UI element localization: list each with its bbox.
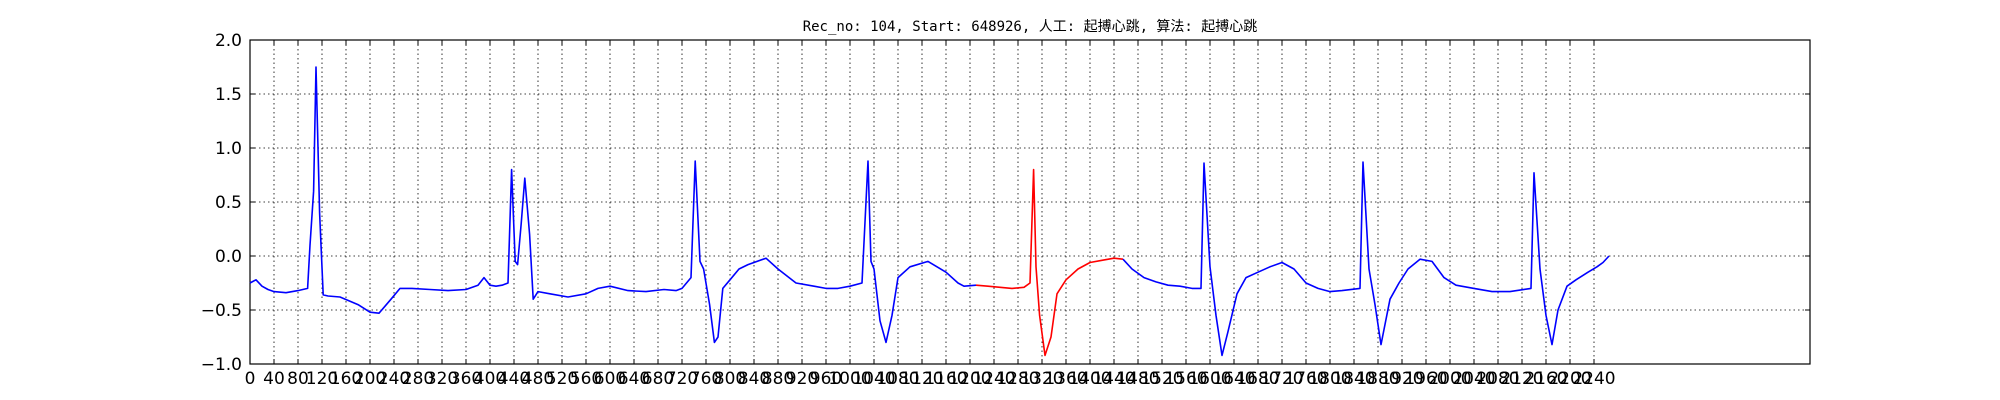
x-tick-label: 2080	[1476, 369, 1519, 389]
x-tick-label: 680	[642, 369, 674, 389]
x-tick-label: 560	[570, 369, 602, 389]
x-tick-label: 1960	[1404, 369, 1447, 389]
x-tick-label: 2160	[1524, 369, 1567, 389]
x-tick-label: 1920	[1380, 369, 1423, 389]
x-tick-label: 480	[522, 369, 554, 389]
x-tick-label: 1120	[900, 369, 943, 389]
x-tick-label: 80	[287, 369, 309, 389]
ecg-series-line-0	[249, 66, 977, 344]
y-tick-label: 2.0	[215, 31, 242, 51]
x-tick-label: 720	[666, 369, 698, 389]
x-tick-label: 1800	[1308, 369, 1351, 389]
x-tick-label: 2000	[1428, 369, 1471, 389]
x-tick-label: 840	[738, 369, 770, 389]
x-tick-label: 1360	[1044, 369, 1087, 389]
x-tick-label: 920	[786, 369, 818, 389]
x-tick-label: 200	[354, 369, 386, 389]
ecg-series-line-1	[975, 168, 1124, 357]
y-tick-label: 1.5	[215, 85, 242, 105]
x-tick-label: 40	[263, 369, 285, 389]
grid-lines	[250, 40, 1810, 364]
x-tick-label: 400	[474, 369, 506, 389]
x-tick-label: 760	[690, 369, 722, 389]
x-tick-label: 1040	[852, 369, 895, 389]
x-tick-label: 1200	[948, 369, 991, 389]
x-tick-label: 1080	[876, 369, 919, 389]
x-tick-label: 600	[594, 369, 626, 389]
x-tick-label: 280	[402, 369, 434, 389]
ecg-series-line-2	[1122, 161, 1610, 357]
tick-labels: 0 40 8012016020024028032036040044048052056…	[201, 31, 1616, 389]
x-tick-label: 240	[378, 369, 410, 389]
x-tick-label: 1720	[1260, 369, 1303, 389]
y-tick-label: 0.0	[215, 247, 242, 267]
chart-title: Rec_no: 104, Start: 648926, 人工: 起搏心跳, 算法…	[803, 18, 1258, 35]
x-tick-label: 1000	[828, 369, 871, 389]
x-tick-label: 2120	[1500, 369, 1543, 389]
x-tick-label: 800	[714, 369, 746, 389]
series-group	[249, 66, 1610, 357]
x-tick-label: 1880	[1356, 369, 1399, 389]
y-tick-label: −1.0	[201, 355, 242, 375]
x-tick-label: 1320	[1020, 369, 1063, 389]
x-tick-label: 320	[426, 369, 458, 389]
y-tick-label: 0.5	[215, 193, 242, 213]
x-tick-label: 1640	[1212, 369, 1255, 389]
x-tick-label: 1240	[972, 369, 1015, 389]
x-tick-label: 2040	[1452, 369, 1495, 389]
x-tick-label: 1440	[1092, 369, 1135, 389]
x-tick-label: 1840	[1332, 369, 1375, 389]
x-tick-label: 160	[330, 369, 362, 389]
x-tick-label: 360	[450, 369, 482, 389]
x-tick-label: 520	[546, 369, 578, 389]
x-tick-label: 1760	[1284, 369, 1327, 389]
x-tick-label: 1560	[1164, 369, 1207, 389]
x-tick-label: 1480	[1116, 369, 1159, 389]
x-tick-label: 440	[498, 369, 530, 389]
x-tick-label: 1280	[996, 369, 1039, 389]
x-tick-label: 960	[810, 369, 842, 389]
x-tick-label: 640	[618, 369, 650, 389]
x-tick-label: 1520	[1140, 369, 1183, 389]
x-tick-label: 1160	[924, 369, 967, 389]
x-tick-label: 0	[245, 369, 256, 389]
x-tick-label: 1600	[1188, 369, 1231, 389]
x-tick-label: 880	[762, 369, 794, 389]
y-tick-label: 1.0	[215, 139, 242, 159]
x-tick-label: 1680	[1236, 369, 1279, 389]
axis-ticks	[249, 39, 1810, 365]
x-tick-label: 2240	[1572, 369, 1615, 389]
x-tick-label: 2200	[1548, 369, 1591, 389]
x-tick-label: 120	[306, 369, 338, 389]
x-tick-label: 1400	[1068, 369, 1111, 389]
y-tick-label: −0.5	[201, 301, 242, 321]
